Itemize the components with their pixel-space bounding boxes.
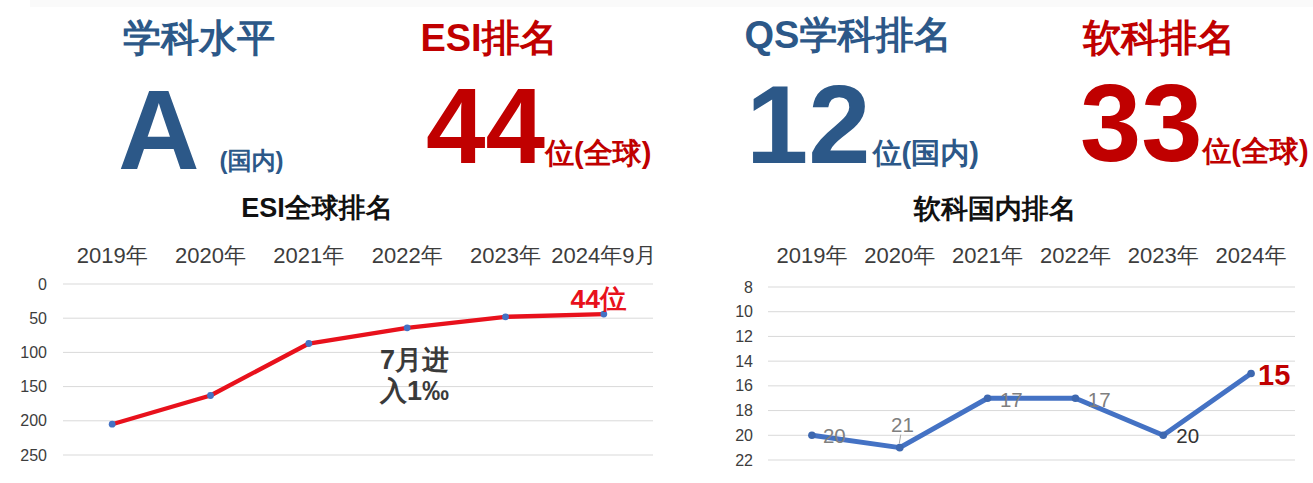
data-point — [1247, 370, 1255, 378]
annotation-text: 入1‰ — [379, 376, 449, 406]
data-point — [1072, 394, 1080, 402]
data-label: 21 — [891, 413, 914, 436]
x-tick-label: 2020年 — [175, 243, 246, 268]
x-tick-label: 2022年 — [372, 243, 443, 268]
data-label: 15 — [1258, 359, 1290, 391]
charts-canvas: 0 50 100 150 200 250 2019年 2020年 2021年 2022年 2023年… — [0, 0, 1313, 483]
x-tick-label: 2024年9月 — [551, 243, 656, 268]
data-label: 20 — [823, 424, 846, 447]
x-tick-label: 2021年 — [273, 243, 344, 268]
x-tick-label: 2021年 — [952, 243, 1023, 268]
data-point — [404, 324, 411, 331]
y-tick-label: 22 — [735, 452, 753, 469]
y-tick-label: 12 — [735, 328, 753, 345]
data-point — [1159, 431, 1167, 439]
y-tick-label: 200 — [20, 412, 47, 429]
y-tick-label: 150 — [20, 378, 47, 395]
data-point — [109, 421, 116, 428]
x-tick-label: 2022年 — [1040, 243, 1111, 268]
y-tick-label: 14 — [735, 353, 753, 370]
y-tick-label: 20 — [735, 427, 753, 444]
y-tick-label: 250 — [20, 447, 47, 464]
data-point — [305, 340, 312, 347]
data-label: 17 — [1000, 388, 1023, 411]
series-line — [112, 314, 604, 424]
x-tick-label: 2020年 — [864, 243, 935, 268]
data-point — [207, 392, 214, 399]
data-point — [502, 313, 509, 320]
y-tick-label: 10 — [735, 303, 753, 320]
y-tick-label: 100 — [20, 344, 47, 361]
point-label: 44位 — [571, 284, 627, 314]
y-tick-label: 0 — [38, 276, 47, 293]
x-tick-label: 2024年 — [1216, 243, 1287, 268]
data-point — [808, 431, 816, 439]
ranking-dashboard: 学科水平 A(国内) ESI排名 44位(全球) QS学科排名 12位(国内) … — [0, 0, 1313, 483]
x-tick-label: 2019年 — [776, 243, 847, 268]
data-label: 17 — [1088, 388, 1111, 411]
x-tick-label: 2023年 — [470, 243, 541, 268]
y-tick-label: 16 — [735, 377, 753, 394]
data-point — [896, 444, 904, 452]
annotation-text: 7月进 — [380, 345, 449, 375]
x-tick-label: 2019年 — [77, 243, 148, 268]
y-tick-label: 8 — [744, 279, 753, 296]
data-label: 20 — [1176, 424, 1199, 447]
y-tick-label: 18 — [735, 402, 753, 419]
y-tick-label: 50 — [29, 310, 47, 327]
x-tick-label: 2023年 — [1128, 243, 1199, 268]
data-point — [984, 394, 992, 402]
